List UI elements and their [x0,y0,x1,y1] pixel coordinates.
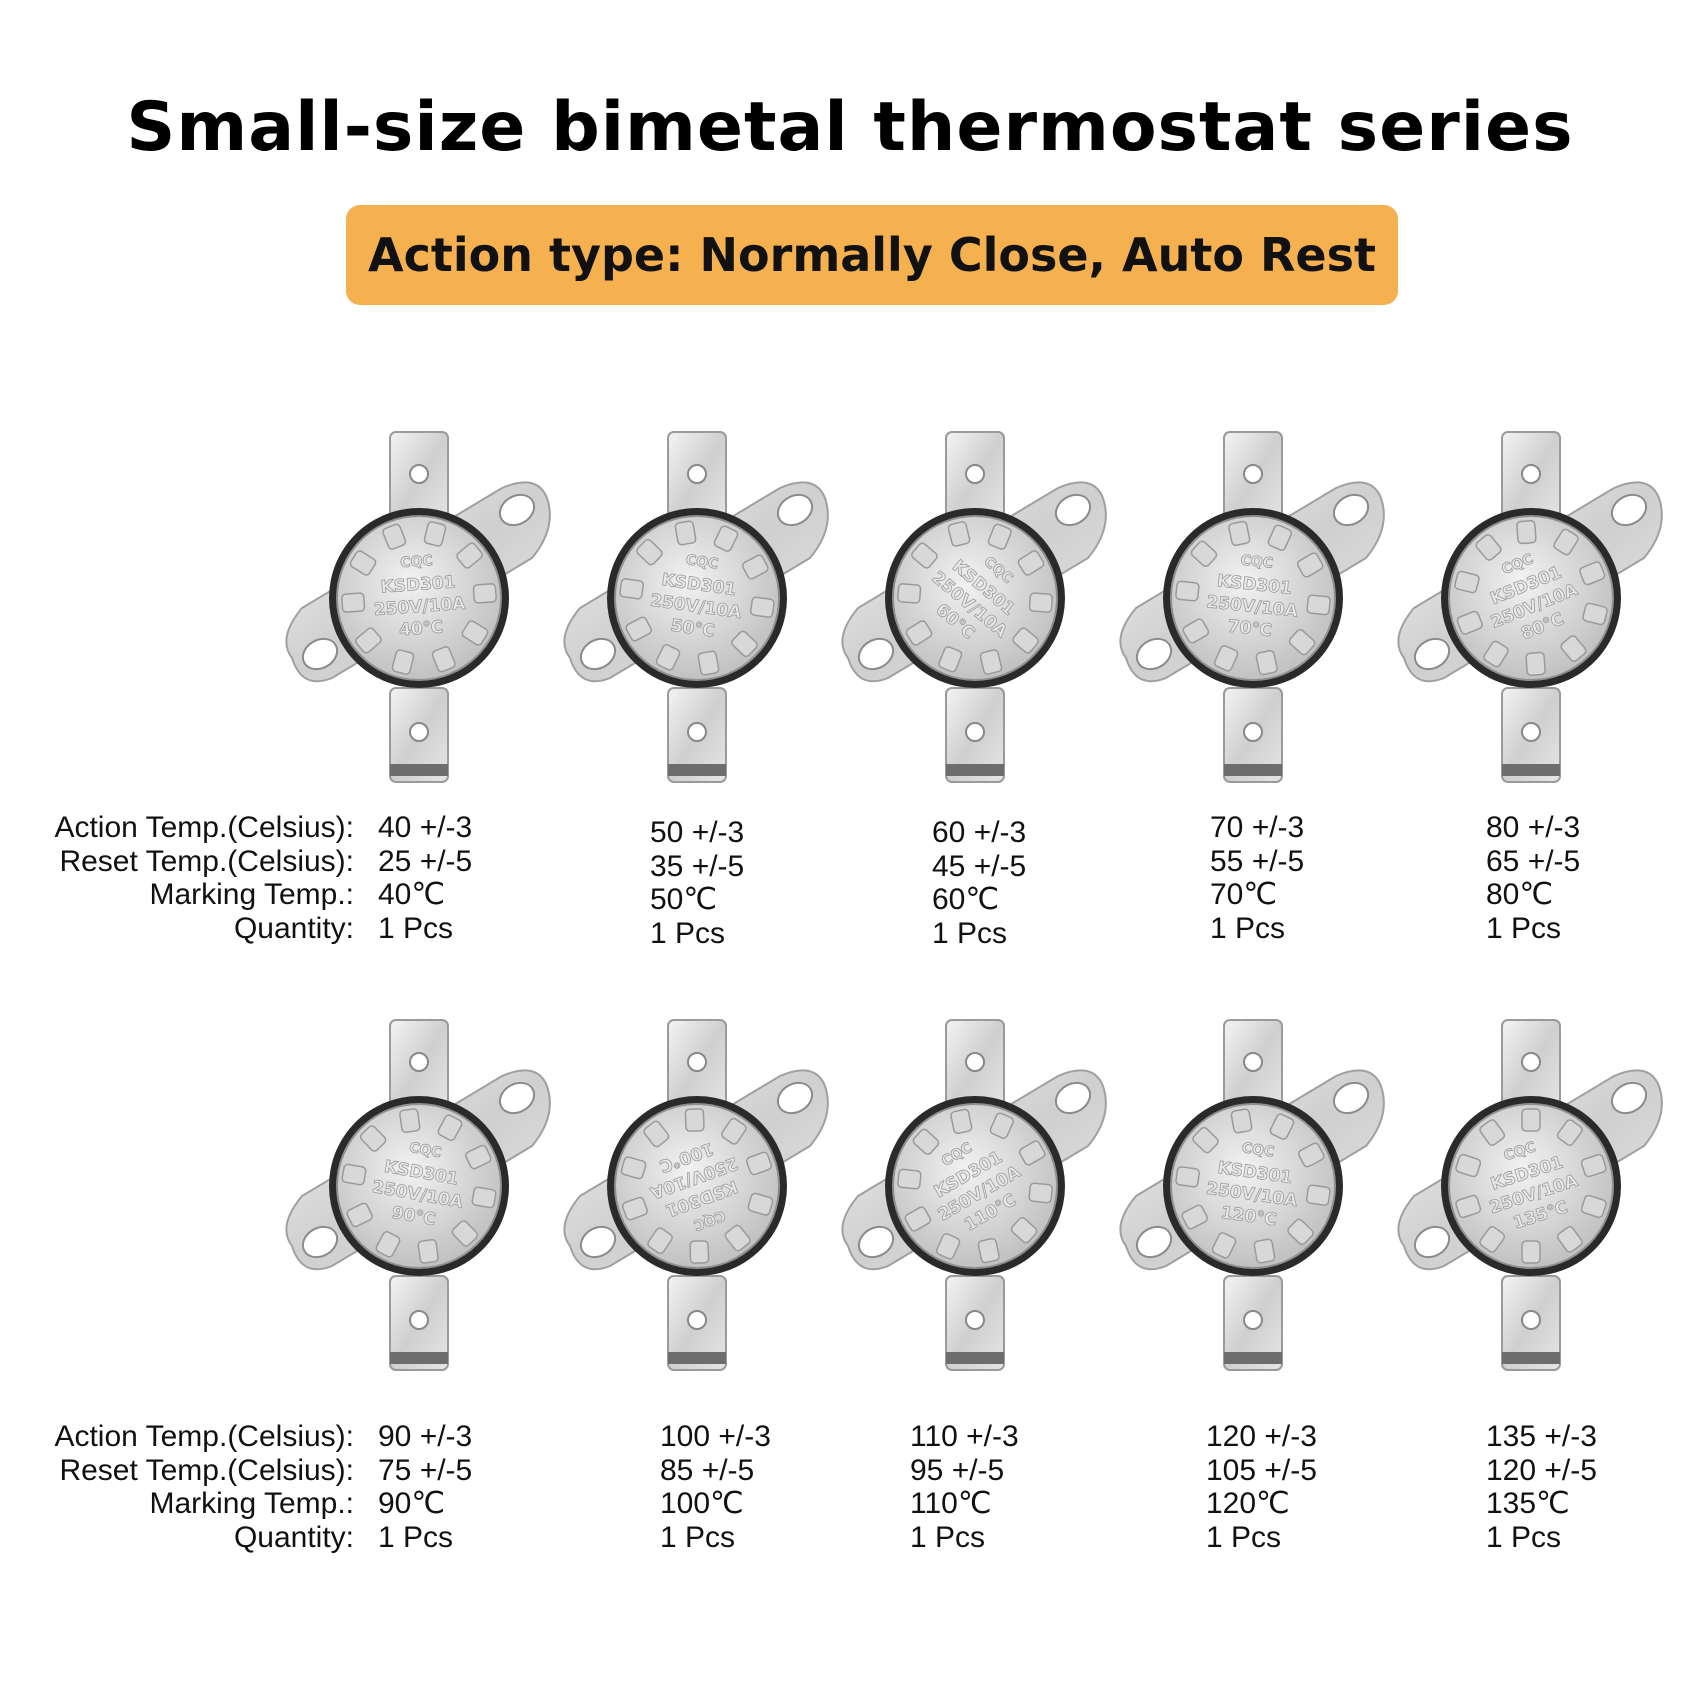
stamp-text: CQC [685,552,719,572]
action-type-text: Action type: Normally Close, Auto Rest [368,228,1376,282]
action-temp-value: 120 +/-3 [1206,1420,1317,1453]
marking-temp-value: 80℃ [1486,878,1554,911]
action-temp-value: 60 +/-3 [932,816,1027,849]
quantity-value: 1 Pcs [650,916,726,950]
thermostat-specs: 60 +/-3 45 +/-5 60℃ 1 Pcs [932,816,1026,950]
action-type-banner: Action type: Normally Close, Auto Rest [346,205,1398,305]
spec-labels-row1: Action Temp.(Celsius): Reset Temp.(Celsi… [14,811,354,945]
thermostat-specs: 70 +/-3 55 +/-5 70℃ 1 Pcs [1210,811,1304,945]
marking-temp-value: 135℃ [1486,1487,1570,1520]
thermostat-specs: 135 +/-3 120 +/-5 135℃ 1 Pcs [1486,1420,1597,1554]
thermostat-specs: 80 +/-3 65 +/-5 80℃ 1 Pcs [1486,811,1580,945]
thermostat-specs: 90 +/-3 75 +/-5 90℃ 1 Pcs [378,1420,472,1554]
reset-temp-value: 75 +/-5 [378,1453,473,1487]
marking-temp-value: 60℃ [932,883,1000,916]
quantity-label: Quantity: [233,1520,354,1554]
quantity-value: 1 Pcs [932,916,1008,950]
thermostat-image: CQC KSD301 250V/10A 135℃ [1384,1016,1674,1376]
thermostat-image: CQC KSD301 250V/10A 90℃ [272,1016,562,1376]
action-temp-value: 80 +/-3 [1486,811,1581,844]
quantity-value: 1 Pcs [1486,911,1562,945]
thermostat-specs: 120 +/-3 105 +/-5 120℃ 1 Pcs [1206,1420,1317,1554]
marking-temp-value: 110℃ [910,1487,992,1520]
thermostat-specs: 110 +/-3 95 +/-5 110℃ 1 Pcs [910,1420,1019,1554]
thermostat-image: CQC KSD301 250V/10A 80℃ [1384,428,1674,788]
action-temp-value: 110 +/-3 [910,1420,1019,1453]
action-temp-value: 70 +/-3 [1210,811,1305,844]
marking-temp-value: 100℃ [660,1487,744,1520]
stamp-text: 40℃ [398,617,444,640]
marking-temp-value: 70℃ [1210,878,1278,911]
quantity-value: 1 Pcs [660,1520,736,1554]
thermostat-image: CQC KSD301 250V/10A 60℃ [828,428,1118,788]
quantity-value: 1 Pcs [378,911,454,945]
spec-labels-row2: Action Temp.(Celsius): Reset Temp.(Celsi… [14,1420,354,1554]
thermostat-image: CQC KSD301 250V/10A 50℃ [550,428,840,788]
reset-temp-label: Reset Temp.(Celsius): [59,1453,354,1487]
reset-temp-value: 65 +/-5 [1486,844,1581,878]
stamp-text: CQC [1241,1140,1275,1160]
reset-temp-value: 45 +/-5 [932,849,1027,883]
reset-temp-value: 55 +/-5 [1210,844,1305,878]
reset-temp-label: Reset Temp.(Celsius): [59,844,354,878]
marking-temp-value: 50℃ [650,883,718,916]
thermostat-specs: 100 +/-3 85 +/-5 100℃ 1 Pcs [660,1420,771,1554]
quantity-value: 1 Pcs [1210,911,1286,945]
reset-temp-value: 25 +/-5 [378,844,473,878]
marking-temp-value: 120℃ [1206,1487,1290,1520]
action-temp-value: 90 +/-3 [378,1420,473,1453]
marking-temp-value: 40℃ [378,878,446,911]
thermostat-image: CQC KSD301 250V/10A 40℃ [272,428,562,788]
action-temp-value: 50 +/-3 [650,816,745,849]
stamp-text: CQC [400,553,433,571]
quantity-value: 1 Pcs [910,1520,986,1554]
thermostat-image: CQC KSD301 250V/10A 100℃ [550,1016,840,1376]
reset-temp-value: 105 +/-5 [1206,1453,1317,1487]
thermostat-image: CQC KSD301 250V/10A 70℃ [1106,428,1396,788]
thermostat-specs: 50 +/-3 35 +/-5 50℃ 1 Pcs [650,816,744,950]
action-temp-label: Action Temp.(Celsius): [54,1420,354,1453]
action-temp-value: 135 +/-3 [1486,1420,1597,1453]
marking-temp-value: 90℃ [378,1487,446,1520]
thermostat-specs: 40 +/-3 25 +/-5 40℃ 1 Pcs [378,811,472,945]
marking-temp-label: Marking Temp.: [149,1487,354,1520]
reset-temp-value: 120 +/-5 [1486,1453,1597,1487]
reset-temp-value: 35 +/-5 [650,849,745,883]
action-temp-value: 100 +/-3 [660,1420,771,1453]
stamp-text: 70℃ [1227,617,1273,642]
action-temp-label: Action Temp.(Celsius): [54,811,354,844]
quantity-value: 1 Pcs [1486,1520,1562,1554]
thermostat-image: CQC KSD301 250V/10A 110℃ [828,1016,1118,1376]
reset-temp-value: 95 +/-5 [910,1453,1005,1487]
quantity-value: 1 Pcs [1206,1520,1282,1554]
stamp-text: CQC [1240,553,1274,572]
marking-temp-label: Marking Temp.: [149,878,354,911]
stamp-text: CQC [408,1140,443,1161]
page-title: Small-size bimetal thermostat series [126,88,1574,167]
quantity-label: Quantity: [233,911,354,945]
action-temp-value: 40 +/-3 [378,811,473,844]
quantity-value: 1 Pcs [378,1520,454,1554]
thermostat-image: CQC KSD301 250V/10A 120℃ [1106,1016,1396,1376]
reset-temp-value: 85 +/-5 [660,1453,755,1487]
